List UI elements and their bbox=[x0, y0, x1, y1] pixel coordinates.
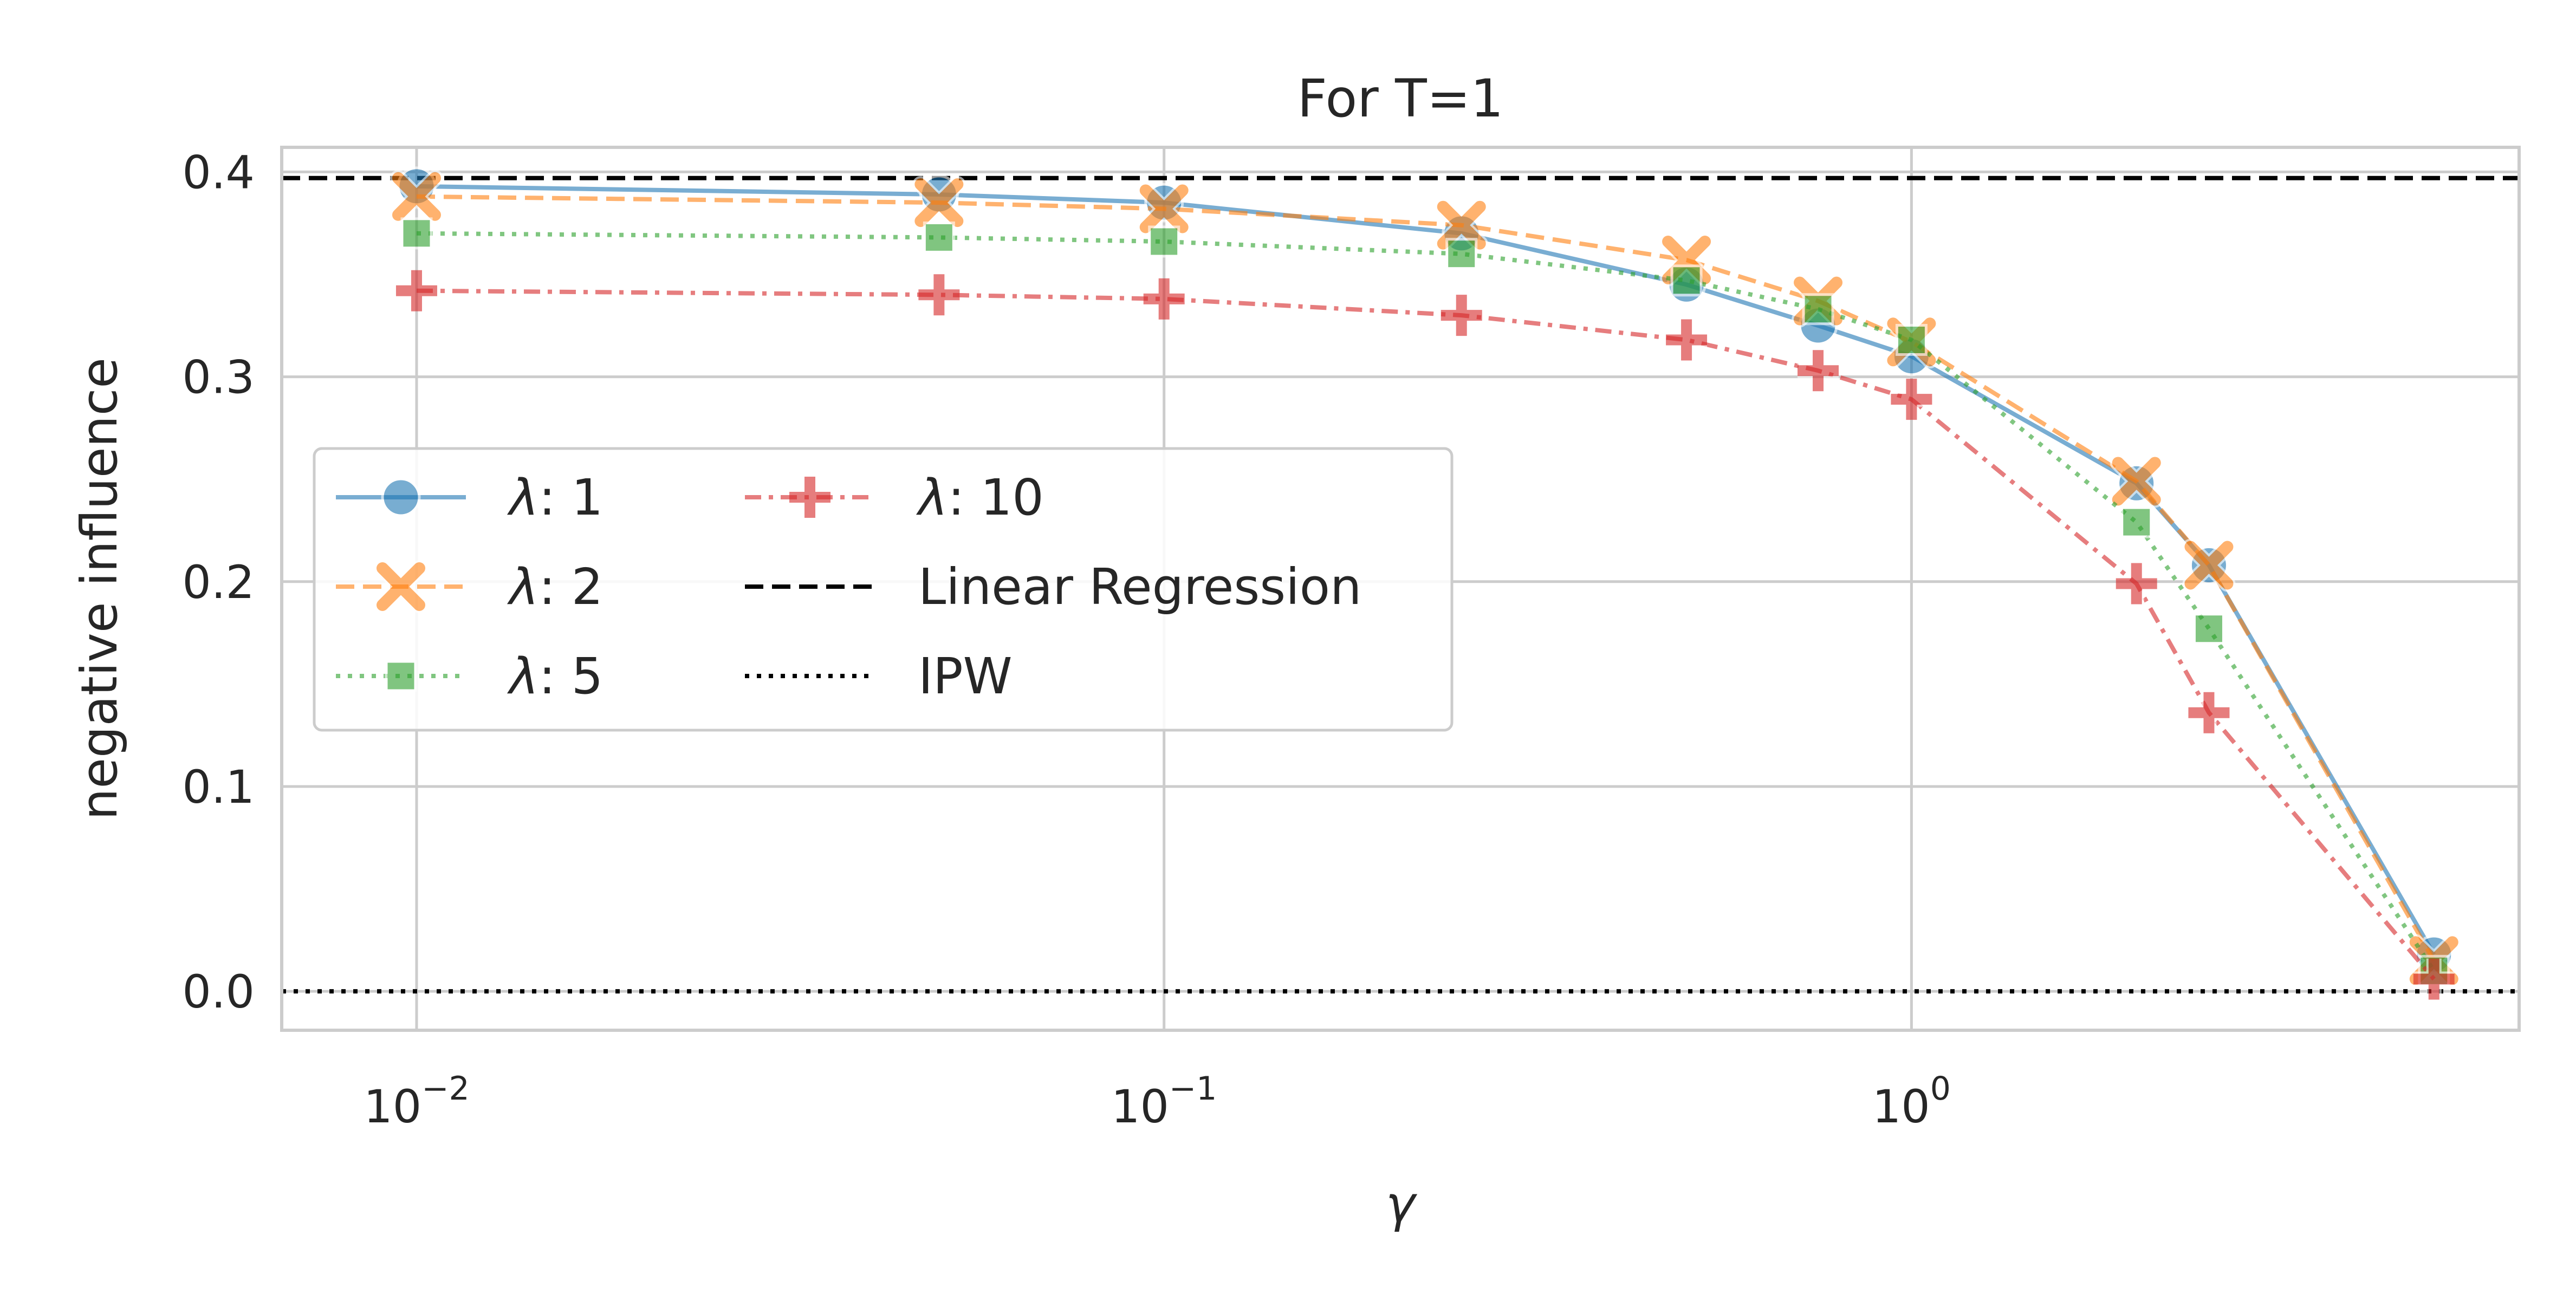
data-point bbox=[2110, 454, 2163, 508]
legend-label: λ: 10 bbox=[916, 469, 1044, 526]
marker-shape bbox=[1798, 350, 1839, 392]
data-point bbox=[1445, 238, 1478, 270]
y-tick-label: 0.4 bbox=[182, 146, 255, 199]
y-tick-label: 0.2 bbox=[182, 556, 255, 609]
marker-shape bbox=[1445, 238, 1478, 270]
data-point bbox=[2413, 958, 2455, 1000]
marker-shape bbox=[1895, 323, 1928, 356]
series-line bbox=[416, 231, 2436, 972]
series-2 bbox=[390, 170, 2461, 987]
data-point bbox=[2188, 692, 2230, 733]
marker-shape bbox=[1666, 319, 1708, 361]
data-point bbox=[1798, 350, 1839, 392]
data-point bbox=[1143, 278, 1185, 320]
legend-entry: λ: 1 bbox=[336, 469, 603, 526]
marker-shape bbox=[392, 172, 441, 221]
series-group bbox=[390, 166, 2461, 1000]
legend-entry: λ: 5 bbox=[336, 647, 603, 705]
marker-shape bbox=[1143, 278, 1185, 320]
data-point bbox=[1802, 293, 1834, 326]
marker-shape bbox=[1891, 379, 1932, 420]
legend: λ: 1 λ: 2 λ: 5 λ: 10 Linear Regression IPW bbox=[313, 447, 1454, 732]
series-line bbox=[416, 184, 2436, 956]
legend-box bbox=[313, 447, 1454, 732]
series-line bbox=[416, 194, 2436, 962]
series-10 bbox=[395, 270, 2455, 1000]
marker-shape bbox=[2188, 692, 2230, 733]
data-point bbox=[1666, 319, 1708, 361]
marker-shape bbox=[2192, 613, 2225, 645]
marker-shape bbox=[2112, 457, 2161, 506]
legend-entry: λ: 2 bbox=[336, 558, 603, 616]
data-point bbox=[912, 176, 966, 230]
data-point bbox=[2182, 538, 2236, 592]
data-point bbox=[1891, 379, 1932, 420]
marker-shape bbox=[1441, 295, 1482, 336]
legend-marker bbox=[385, 660, 417, 692]
series-5 bbox=[400, 217, 2450, 987]
legend-label: IPW bbox=[918, 647, 1013, 705]
data-point bbox=[1148, 225, 1180, 258]
x-tick-label: 100 bbox=[1872, 1070, 1951, 1133]
marker-shape bbox=[1802, 293, 1834, 326]
reference-lines bbox=[282, 176, 2519, 994]
x-tick-label: 10−1 bbox=[1111, 1070, 1217, 1133]
data-point bbox=[400, 217, 433, 250]
y-tick-labels: 0.0 0.1 0.2 0.3 0.4 bbox=[182, 146, 255, 1018]
marker-shape bbox=[2116, 563, 2157, 604]
x-tick-labels: 10−2 10−1 100 bbox=[364, 1070, 1951, 1133]
plot-frame bbox=[280, 146, 2521, 1032]
legend-marker bbox=[374, 560, 427, 613]
data-point bbox=[1670, 264, 1703, 297]
data-point bbox=[2116, 563, 2157, 604]
data-point bbox=[1441, 295, 1482, 336]
data-point bbox=[395, 270, 437, 311]
x-tick-label: 10−2 bbox=[364, 1070, 469, 1133]
legend-label: λ: 1 bbox=[507, 469, 603, 526]
data-point bbox=[923, 221, 955, 253]
marker-shape bbox=[395, 270, 437, 311]
legend-entry: Linear Regression bbox=[745, 558, 1361, 616]
data-point bbox=[2192, 613, 2225, 645]
chart-title: For T=1 bbox=[1297, 68, 1504, 129]
data-point bbox=[1895, 323, 1928, 356]
marker-shape bbox=[1670, 264, 1703, 297]
marker-shape bbox=[914, 178, 964, 227]
x-axis-label: γ bbox=[1386, 1175, 1418, 1233]
legend-entry: IPW bbox=[745, 647, 1013, 705]
marker-shape bbox=[377, 562, 425, 611]
marker-shape bbox=[400, 217, 433, 250]
marker-shape bbox=[918, 274, 960, 316]
marker-shape bbox=[1437, 200, 1486, 250]
marker-shape bbox=[1148, 225, 1180, 258]
marker-shape bbox=[2413, 958, 2455, 1000]
marker-shape bbox=[381, 477, 421, 517]
legend-label: Linear Regression bbox=[918, 558, 1361, 616]
marker-shape bbox=[923, 221, 955, 253]
y-tick-label: 0.0 bbox=[182, 965, 255, 1018]
marker-shape bbox=[789, 477, 830, 518]
legend-label: λ: 5 bbox=[507, 647, 603, 705]
marker-shape bbox=[2120, 506, 2153, 538]
data-point bbox=[918, 274, 960, 316]
legend-label: λ: 2 bbox=[507, 558, 603, 616]
y-tick-label: 0.3 bbox=[182, 351, 255, 404]
legend-marker bbox=[789, 477, 830, 518]
marker-shape bbox=[385, 660, 417, 692]
legend-marker bbox=[381, 477, 421, 517]
y-axis-label: negative influence bbox=[70, 358, 128, 820]
data-point bbox=[1137, 182, 1191, 236]
y-tick-label: 0.1 bbox=[182, 760, 255, 814]
series-line bbox=[416, 288, 2436, 981]
data-point bbox=[2120, 506, 2153, 538]
legend-entry: λ: 10 bbox=[745, 469, 1044, 526]
marker-shape bbox=[1139, 184, 1189, 233]
data-point bbox=[1435, 198, 1488, 252]
marker-shape bbox=[2184, 541, 2234, 590]
data-point bbox=[390, 170, 443, 223]
